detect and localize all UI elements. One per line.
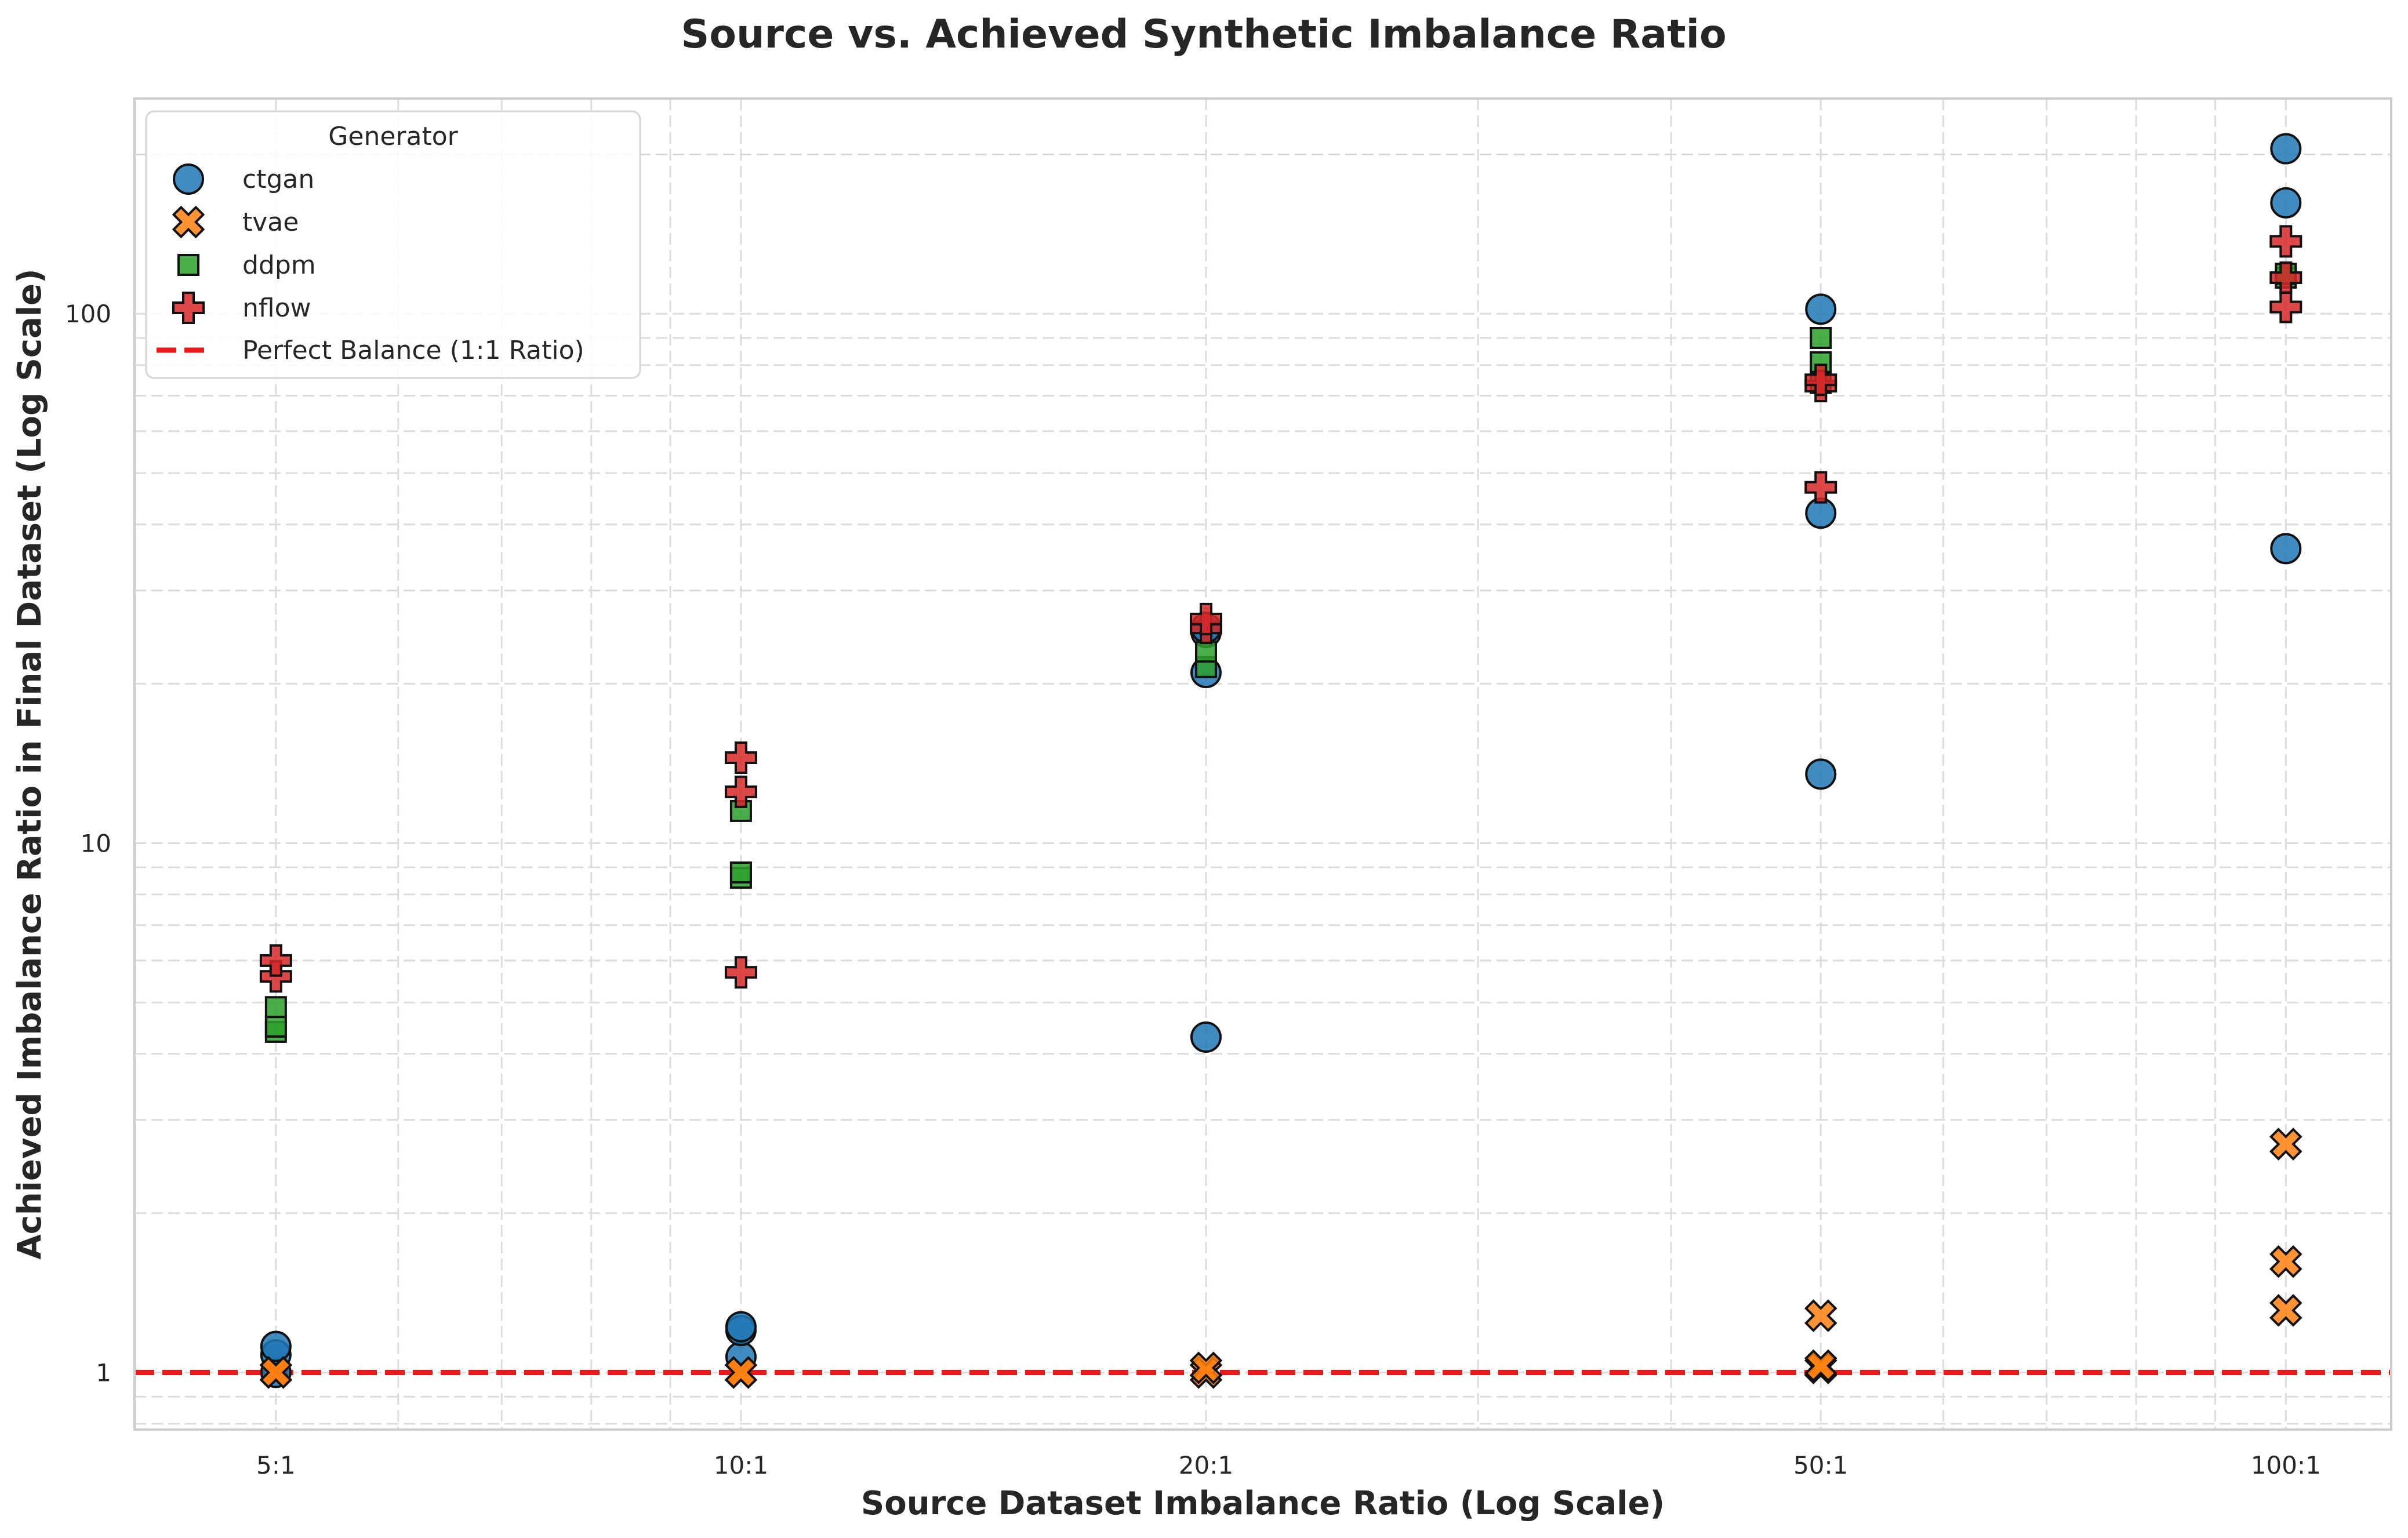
legend: Generator ctgan tvae ddpm nflow Perfect Bal…	[145, 110, 641, 379]
ctgan-marker	[725, 1311, 757, 1343]
chart-title: Source vs. Achieved Synthetic Imbalance …	[681, 12, 1726, 57]
tvae-marker-shape	[2269, 1128, 2302, 1161]
legend-swatch-tvae-shape	[172, 205, 205, 239]
ctgan-marker	[2270, 133, 2302, 165]
x-tick-label: 50:1	[1793, 1451, 1848, 1479]
nflow-marker	[724, 775, 757, 808]
ctgan-marker	[2270, 187, 2302, 219]
y-tick-label: 1	[96, 1358, 111, 1387]
tvae-marker-shape	[1804, 1349, 1837, 1383]
tvae-marker-shape	[724, 1356, 758, 1389]
y-tick-label: 100	[65, 300, 111, 328]
ctgan-marker	[1190, 1021, 1222, 1053]
tvae-marker	[2269, 1128, 2302, 1161]
tvae-marker-shape	[2269, 1245, 2302, 1278]
legend-items: ctgan tvae ddpm nflow	[172, 163, 316, 324]
legend-box	[145, 110, 641, 379]
legend-label-ctgan: ctgan	[242, 165, 314, 194]
tvae-marker	[2269, 1294, 2302, 1327]
x-tick-labels: 5:1 10:1 20:1 50:1 100:1	[256, 1451, 2321, 1479]
tvae-marker	[1189, 1351, 1223, 1384]
ddpm-marker	[729, 861, 752, 884]
ddpm-marker	[264, 1016, 287, 1038]
legend-swatch-ctgan	[173, 163, 204, 195]
ddpm-marker	[1810, 327, 1832, 350]
legend-swatch-ddpm	[177, 254, 199, 276]
nflow-marker	[1189, 602, 1222, 635]
y-axis-label: Achieved Imbalance Ratio in Final Datase…	[11, 268, 49, 1259]
legend-label-ddpm: ddpm	[242, 250, 316, 280]
x-tick-label: 100:1	[2251, 1451, 2321, 1479]
nflow-marker	[724, 741, 757, 774]
nflow-marker	[259, 944, 292, 977]
legend-swatch-nflow	[172, 292, 205, 324]
y-tick-labels: 1 10 100	[65, 300, 111, 1387]
tvae-marker-shape	[2269, 1294, 2302, 1327]
tvae-marker-shape	[1804, 1299, 1837, 1332]
nflow-marker	[1804, 363, 1837, 397]
legend-label-tvae: tvae	[242, 208, 299, 237]
plot-frame	[133, 97, 2392, 1431]
nflow-marker	[2269, 290, 2302, 323]
data-markers	[259, 133, 2302, 1389]
nflow-marker	[1804, 471, 1837, 504]
x-tick-label: 5:1	[256, 1451, 296, 1479]
tvae-marker-shape	[259, 1356, 293, 1389]
x-tick-label: 20:1	[1179, 1451, 1233, 1479]
ddpm-marker	[1194, 641, 1217, 663]
legend-label-nflow: nflow	[242, 293, 311, 323]
tvae-marker	[259, 1356, 293, 1389]
ctgan-marker	[260, 1330, 292, 1362]
y-tick-label: 10	[81, 829, 111, 857]
ctgan-marker	[1805, 758, 1837, 790]
series-nflow	[259, 225, 2302, 993]
tvae-marker	[1804, 1349, 1837, 1383]
ddpm-marker	[264, 996, 287, 1019]
tvae-marker	[2269, 1245, 2302, 1278]
tvae-marker	[1804, 1299, 1837, 1332]
x-axis-label: Source Dataset Imbalance Ratio (Log Scal…	[861, 1485, 1665, 1522]
ctgan-marker	[1805, 293, 1837, 325]
nflow-marker	[2269, 261, 2302, 294]
legend-swatch-tvae	[172, 205, 205, 239]
x-tick-label: 10:1	[714, 1451, 768, 1479]
nflow-marker	[724, 956, 757, 989]
ctgan-marker	[2270, 533, 2302, 565]
tvae-marker-shape	[1189, 1351, 1223, 1384]
tvae-marker	[724, 1356, 758, 1389]
nflow-marker	[2269, 225, 2302, 258]
legend-label-reference-line: Perfect Balance (1:1 Ratio)	[242, 336, 584, 365]
legend-title: Generator	[328, 122, 458, 151]
series-tvae	[259, 1128, 2302, 1389]
